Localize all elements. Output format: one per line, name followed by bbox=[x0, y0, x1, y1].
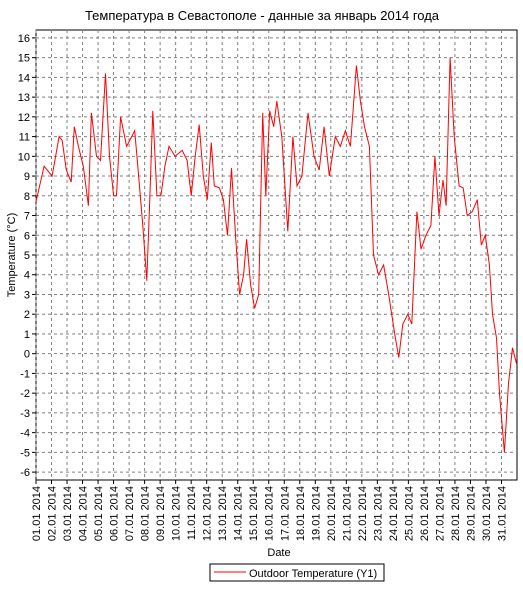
x-tick-label: 26.01 2014 bbox=[419, 486, 431, 541]
x-tick-label: 21.01 2014 bbox=[341, 486, 353, 541]
y-tick-label: -6 bbox=[20, 467, 30, 479]
x-tick-label: 25.01 2014 bbox=[403, 486, 415, 541]
x-tick-label: 05.01 2014 bbox=[93, 486, 105, 541]
x-tick-label: 19.01 2014 bbox=[310, 486, 322, 541]
x-axis-label: Date bbox=[267, 547, 290, 559]
y-tick-label: -1 bbox=[20, 368, 30, 380]
x-tick-label: 23.01 2014 bbox=[372, 486, 384, 541]
x-tick-label: 01.01 2014 bbox=[31, 486, 43, 541]
y-tick-label: -5 bbox=[20, 447, 30, 459]
y-tick-label: -3 bbox=[20, 408, 30, 420]
y-tick-label: 6 bbox=[24, 230, 30, 242]
y-tick-label: 10 bbox=[18, 151, 30, 163]
y-tick-label: 15 bbox=[18, 53, 30, 65]
y-tick-label: 3 bbox=[24, 289, 30, 301]
x-tick-label: 03.01 2014 bbox=[62, 486, 74, 541]
y-tick-label: 0 bbox=[24, 349, 30, 361]
legend-label: Outdoor Temperature (Y1) bbox=[249, 568, 377, 580]
x-tick-label: 06.01 2014 bbox=[109, 486, 121, 541]
y-tick-label: 16 bbox=[18, 33, 30, 45]
x-tick-label: 13.01 2014 bbox=[217, 486, 229, 541]
y-tick-label: 12 bbox=[18, 112, 30, 124]
x-tick-label: 22.01 2014 bbox=[357, 486, 369, 541]
x-tick-label: 12.01 2014 bbox=[202, 486, 214, 541]
data-line bbox=[35, 57, 517, 453]
x-tick-label: 28.01 2014 bbox=[450, 486, 462, 541]
x-tick-label: 24.01 2014 bbox=[388, 486, 400, 541]
y-tick-label: 14 bbox=[18, 72, 30, 84]
y-tick-label: 11 bbox=[19, 132, 30, 144]
x-tick-label: 29.01 2014 bbox=[465, 486, 477, 541]
y-tick-label: 4 bbox=[24, 270, 30, 282]
chart-title: Температура в Севастополе - данные за ян… bbox=[85, 8, 440, 23]
y-tick-label: 9 bbox=[24, 171, 30, 183]
x-tick-label: 14.01 2014 bbox=[233, 486, 245, 541]
x-tick-label: 07.01 2014 bbox=[124, 486, 136, 541]
y-tick-label: -2 bbox=[20, 388, 30, 400]
y-tick-label: 2 bbox=[24, 309, 30, 321]
x-tick-label: 02.01 2014 bbox=[47, 486, 59, 541]
x-tick-label: 20.01 2014 bbox=[326, 486, 338, 541]
x-tick-label: 15.01 2014 bbox=[248, 486, 260, 541]
x-tick-label: 11.01 2014 bbox=[186, 486, 198, 540]
x-tick-label: 31.01 2014 bbox=[496, 486, 508, 541]
y-tick-label: 8 bbox=[24, 191, 30, 203]
x-tick-label: 18.01 2014 bbox=[295, 486, 307, 541]
x-tick-label: 04.01 2014 bbox=[78, 486, 90, 541]
y-tick-label: 13 bbox=[18, 92, 30, 104]
x-tick-label: 27.01 2014 bbox=[434, 486, 446, 541]
y-tick-label: 5 bbox=[24, 250, 30, 262]
y-tick-label: -4 bbox=[20, 428, 30, 440]
x-tick-label: 10.01 2014 bbox=[171, 486, 183, 541]
y-axis-label: Temperature (°C) bbox=[6, 213, 18, 297]
x-tick-label: 16.01 2014 bbox=[264, 486, 276, 541]
legend-box bbox=[209, 563, 385, 582]
y-tick-label: 7 bbox=[24, 211, 30, 223]
y-tick-label: 1 bbox=[24, 329, 30, 341]
x-tick-label: 17.01 2014 bbox=[279, 486, 291, 541]
x-tick-label: 08.01 2014 bbox=[140, 486, 152, 541]
x-tick-label: 09.01 2014 bbox=[155, 486, 167, 541]
x-tick-label: 30.01 2014 bbox=[481, 486, 493, 541]
